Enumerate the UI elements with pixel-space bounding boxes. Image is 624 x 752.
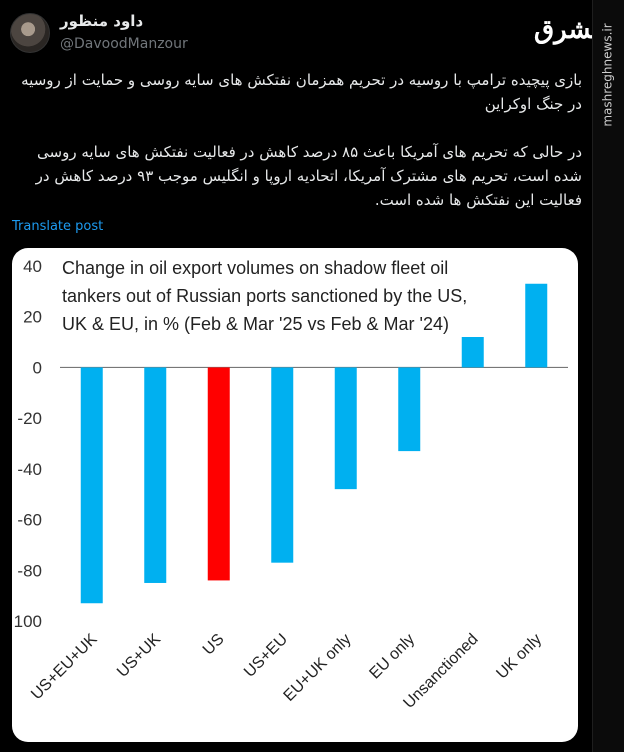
x-category-label: US <box>200 631 228 659</box>
paragraph-gap <box>12 116 582 140</box>
bar-us-uk <box>144 367 167 583</box>
y-tick-label: 40 <box>23 257 42 276</box>
bar-unsanctioned <box>461 337 484 368</box>
x-category-label: US+EU+UK <box>28 631 101 704</box>
x-category-label: US+UK <box>114 631 164 681</box>
bar-eu-only <box>398 367 421 452</box>
bar-us-eu-uk <box>80 367 103 604</box>
translate-post-link[interactable]: Translate post <box>12 219 104 234</box>
chart-title-line: UK & EU, in % (Feb & Mar '25 vs Feb & Ma… <box>62 314 449 334</box>
author-avatar[interactable] <box>10 13 50 53</box>
post-paragraph-1: بازی پیچیده ترامپ با روسیه در تحریم همزم… <box>21 71 582 113</box>
site-watermark: mashreghnews.ir <box>601 23 615 127</box>
post-body: بازی پیچیده ترامپ با روسیه در تحریم همزم… <box>12 68 582 212</box>
post-paragraph-2: در حالی که تحریم های آمریکا باعث ۸۵ درصد… <box>35 143 582 209</box>
x-category-label: EU+UK only <box>281 631 355 705</box>
y-tick-label: 20 <box>23 308 42 327</box>
x-category-label: US+EU <box>241 631 291 681</box>
chart-title-line: Change in oil export volumes on shadow f… <box>62 258 448 278</box>
y-tick-label: -20 <box>17 409 42 428</box>
chart-title-line: tankers out of Russian ports sanctioned … <box>62 286 467 306</box>
x-category-label: UK only <box>493 631 545 683</box>
y-tick-label: 0 <box>33 358 42 377</box>
y-tick-label: -80 <box>17 561 42 580</box>
chart-image[interactable]: 40 20 0 -20 -40 -60 -80 100 US+EU+UK US+UK US US+EU… <box>12 248 578 742</box>
bar-us <box>207 367 230 581</box>
site-logo: مشرق <box>534 15 606 45</box>
y-tick-label: 100 <box>14 612 42 631</box>
y-tick-label: -40 <box>17 460 42 479</box>
bar-uk-only <box>525 283 548 368</box>
author-handle[interactable]: @DavoodManzour <box>60 36 188 52</box>
bar-us-eu <box>271 367 294 563</box>
y-tick-label: -60 <box>17 511 42 530</box>
site-watermark-wrap: mashreghnews.ir <box>594 20 622 130</box>
bar-eu-uk-only <box>334 367 357 490</box>
watermark-strip <box>592 0 624 752</box>
x-category-label: EU only <box>366 631 418 683</box>
author-display-name[interactable]: داود منظور <box>60 12 144 30</box>
